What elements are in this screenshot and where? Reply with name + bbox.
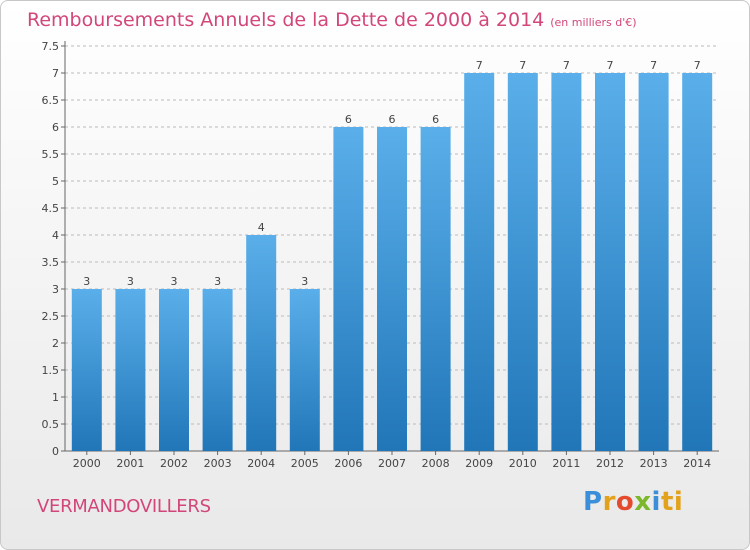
x-tick-label: 2012 (596, 457, 624, 470)
x-tick-label: 2014 (683, 457, 711, 470)
x-tick-label: 2004 (247, 457, 275, 470)
data-label: 7 (607, 59, 614, 72)
bar (71, 289, 102, 451)
x-tick-label: 2002 (160, 457, 188, 470)
data-label: 3 (301, 275, 308, 288)
x-tick-label: 2011 (552, 457, 580, 470)
y-tick-label: 2 (52, 337, 59, 350)
y-tick-label: 0.5 (42, 418, 60, 431)
data-label: 7 (563, 59, 570, 72)
logo-letter: P (583, 487, 603, 517)
y-tick-label: 5.5 (42, 148, 60, 161)
bar (246, 235, 277, 451)
y-tick-label: 4 (52, 229, 59, 242)
x-tick-label: 2013 (640, 457, 668, 470)
logo-letter: x (634, 487, 652, 517)
data-label: 4 (258, 221, 265, 234)
data-label: 3 (171, 275, 178, 288)
y-tick-label: 7 (52, 67, 59, 80)
data-label: 3 (83, 275, 90, 288)
y-tick-label: 2.5 (42, 310, 60, 323)
bar (333, 127, 364, 451)
data-label: 6 (345, 113, 352, 126)
logo-letter: r (602, 487, 616, 517)
data-label: 6 (432, 113, 439, 126)
y-tick-label: 0 (52, 445, 59, 458)
x-tick-label: 2001 (116, 457, 144, 470)
x-tick-label: 2003 (204, 457, 232, 470)
bar (682, 73, 713, 451)
bar (289, 289, 320, 451)
data-label: 7 (476, 59, 483, 72)
data-label: 7 (650, 59, 657, 72)
logo-letter: ti (660, 487, 684, 517)
data-label: 7 (519, 59, 526, 72)
y-tick-label: 3.5 (42, 256, 60, 269)
y-tick-label: 1 (52, 391, 59, 404)
bar (420, 127, 451, 451)
data-label: 3 (214, 275, 221, 288)
y-tick-label: 6.5 (42, 94, 60, 107)
chart-title-text: Remboursements Annuels de la Dette de 20… (27, 9, 545, 31)
logo-letter: i (651, 487, 661, 517)
chart-subtitle: (en milliers d'€) (550, 16, 637, 29)
town-name: VERMANDOVILLERS (37, 496, 211, 517)
data-label: 7 (694, 59, 701, 72)
data-label: 6 (389, 113, 396, 126)
bar (638, 73, 669, 451)
logo-letter: o (615, 487, 635, 517)
data-label: 3 (127, 275, 134, 288)
x-tick-label: 2000 (73, 457, 101, 470)
y-tick-label: 4.5 (42, 202, 60, 215)
x-tick-label: 2007 (378, 457, 406, 470)
bar (551, 73, 582, 451)
y-tick-label: 3 (52, 283, 59, 296)
x-tick-label: 2008 (422, 457, 450, 470)
bar (377, 127, 407, 451)
chart-title: Remboursements Annuels de la Dette de 20… (27, 9, 637, 31)
y-tick-label: 6 (52, 121, 59, 134)
labels: 0 0.5 1 1.5 2 2.5 3 3.5 4 4.5 5 5.5 6 6.5 7 7.5 3 2000 3 20… (42, 40, 712, 470)
y-tick-label: 5 (52, 175, 59, 188)
bar (507, 73, 538, 451)
x-tick-label: 2009 (465, 457, 493, 470)
proxiti-logo: Proxiti (583, 487, 683, 517)
bar (464, 73, 495, 451)
y-tick-label: 1.5 (42, 364, 60, 377)
x-tick-label: 2010 (509, 457, 537, 470)
bar (595, 73, 625, 451)
bar (202, 289, 233, 451)
x-tick-label: 2005 (291, 457, 319, 470)
bar (159, 289, 189, 451)
y-tick-label: 7.5 (42, 40, 60, 53)
bars (71, 73, 713, 451)
bar-chart: 0 0.5 1 1.5 2 2.5 3 3.5 4 4.5 5 5.5 6 6.5 7 7.5 3 2000 3 20… (42, 40, 719, 470)
bar (115, 289, 146, 451)
x-tick-label: 2006 (334, 457, 362, 470)
